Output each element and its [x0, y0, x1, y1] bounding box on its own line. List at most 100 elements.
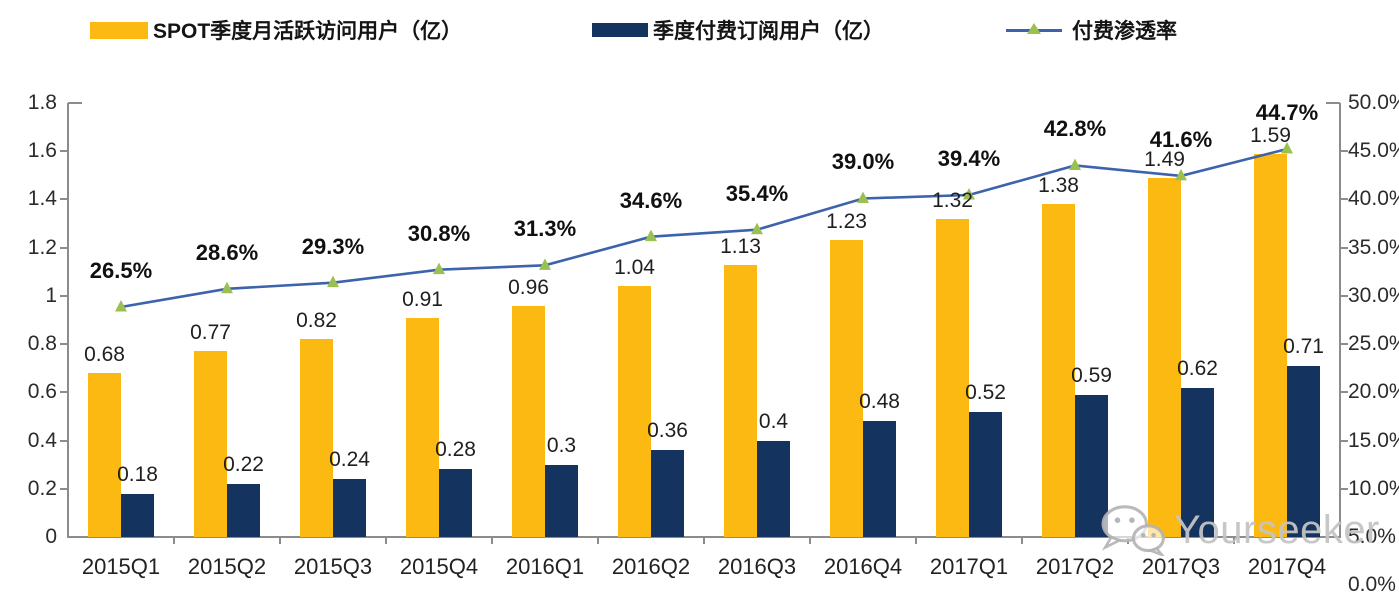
bar-subscribers-2016Q3	[757, 440, 790, 537]
penetration-line-path	[120, 147, 1288, 309]
bar-label-mau-2016Q1: 0.96	[508, 275, 549, 299]
y-tick-label-right: 30.0%	[1348, 283, 1399, 307]
penetration-label-2016Q4: 39.0%	[831, 149, 895, 175]
x-tick-label: 2017Q4	[1247, 554, 1327, 579]
bar-label-subscribers-2015Q3: 0.24	[329, 448, 370, 472]
x-axis-tick	[597, 537, 599, 544]
penetration-label-2015Q3: 29.3%	[301, 233, 365, 259]
x-axis-tick	[703, 537, 705, 544]
y-tick-label-left: 0.8	[27, 332, 57, 356]
y-axis-right-tick	[1341, 198, 1348, 201]
bar-label-mau-2015Q1: 0.68	[84, 343, 125, 367]
watermark-text: Yourseeker	[1174, 507, 1380, 552]
x-tick-label: 2017Q2	[1035, 554, 1115, 579]
bar-label-mau-2016Q4: 1.23	[826, 210, 867, 234]
penetration-marker-icon	[115, 299, 127, 312]
y-axis-left-tick	[60, 150, 67, 153]
bar-label-subscribers-2016Q3: 0.4	[758, 409, 789, 433]
x-tick-label: 2017Q1	[929, 554, 1009, 579]
penetration-marker-icon	[1069, 158, 1081, 170]
penetration-marker-icon	[645, 229, 657, 242]
legend-item-mau: SPOT季度月活跃访问用户（亿）	[90, 17, 462, 43]
y-axis-right-tick	[1341, 439, 1348, 442]
y-tick-label-right: 15.0%	[1348, 428, 1399, 452]
y-tick-label-left: 0.4	[27, 428, 57, 452]
y-axis-left-tick	[60, 439, 67, 442]
y-tick-label-left: 0	[45, 525, 57, 548]
penetration-marker-icon	[327, 275, 339, 288]
bar-label-mau-2016Q2: 1.04	[614, 256, 655, 280]
penetration-marker-icon	[433, 262, 445, 275]
y-axis-right-tick	[1341, 487, 1348, 490]
bar-mau-2016Q1	[512, 305, 545, 537]
bar-label-mau-2017Q1: 1.32	[932, 188, 973, 212]
bar-label-subscribers-2015Q1: 0.18	[117, 462, 158, 486]
penetration-label-2016Q2: 34.6%	[619, 187, 683, 213]
bar-mau-2015Q3	[300, 339, 333, 537]
bar-label-mau-2015Q3: 0.82	[296, 309, 337, 333]
bar-label-subscribers-2016Q2: 0.36	[647, 419, 688, 443]
legend-item-subscribers: 季度付费订阅用户（亿）	[592, 17, 884, 43]
penetration-label-2017Q3: 41.6%	[1149, 126, 1213, 152]
bar-mau-2015Q1	[88, 373, 121, 537]
y-tick-label-left: 1	[45, 283, 57, 307]
penetration-label-2016Q1: 31.3%	[513, 216, 577, 242]
penetration-marker-icon	[857, 191, 869, 203]
legend-label-penetration: 付费渗透率	[1072, 20, 1177, 43]
x-axis-tick	[385, 537, 387, 544]
bar-subscribers-2015Q2	[227, 483, 260, 537]
bar-subscribers-2017Q3	[1181, 387, 1214, 537]
bar-subscribers-2016Q1	[545, 464, 578, 537]
x-axis-tick	[915, 537, 917, 544]
bar-mau-2016Q4	[830, 240, 863, 537]
x-tick-label: 2016Q2	[611, 554, 691, 579]
penetration-label-2016Q3: 35.4%	[725, 180, 789, 206]
bar-mau-2016Q2	[618, 286, 651, 537]
bar-label-subscribers-2015Q2: 0.22	[223, 452, 264, 476]
bar-label-mau-2015Q2: 0.77	[190, 321, 231, 345]
x-tick-label: 2015Q3	[293, 554, 373, 579]
y-tick-label-left: 1.4	[27, 187, 57, 211]
bar-subscribers-2015Q1	[121, 493, 154, 537]
y-axis-left-tick	[60, 343, 67, 346]
y-tick-label-right: 10.0%	[1348, 476, 1399, 500]
y-axis-right-top-tick	[1326, 102, 1340, 104]
bar-mau-2015Q4	[406, 317, 439, 537]
bar-subscribers-2016Q2	[651, 450, 684, 537]
bar-subscribers-2015Q4	[439, 469, 472, 537]
x-axis-tick	[491, 537, 493, 544]
x-tick-label: 2017Q3	[1141, 554, 1221, 579]
penetration-label-2015Q4: 30.8%	[407, 220, 471, 246]
y-tick-label-right: 45.0%	[1348, 139, 1399, 163]
x-axis-tick	[173, 537, 175, 544]
y-tick-label-right: 20.0%	[1348, 380, 1399, 404]
bar-label-subscribers-2015Q4: 0.28	[435, 438, 476, 462]
y-axis-left	[67, 103, 69, 537]
y-axis-left-tick	[60, 391, 67, 394]
x-tick-label: 2016Q4	[823, 554, 903, 579]
y-tick-label-left: 0.2	[27, 476, 57, 500]
bar-label-mau-2016Q3: 1.13	[720, 234, 761, 258]
y-tick-label-right: 25.0%	[1348, 332, 1399, 356]
legend-triangle-marker-icon	[1027, 22, 1041, 34]
bar-label-subscribers-2017Q1: 0.52	[965, 380, 1006, 404]
y-tick-label-right: 5.0%	[1348, 525, 1396, 548]
penetration-label-2017Q1: 39.4%	[937, 146, 1001, 171]
x-tick-label: 2016Q1	[505, 554, 585, 579]
y-axis-left-tick	[60, 198, 67, 201]
bar-subscribers-2016Q4	[863, 421, 896, 537]
y-axis-right-tick	[1341, 391, 1348, 394]
penetration-marker-icon	[751, 222, 763, 235]
y-axis-right-tick	[1341, 294, 1348, 297]
x-tick-label: 2015Q4	[399, 554, 479, 579]
x-axis-tick	[279, 537, 281, 544]
bar-label-mau-2017Q4: 1.59	[1250, 123, 1291, 147]
x-tick-label: 2015Q2	[187, 554, 267, 579]
y-tick-label-left: 0.6	[27, 380, 57, 404]
bar-label-mau-2015Q4: 0.91	[402, 287, 443, 311]
y-axis-right-tick	[1341, 150, 1348, 153]
wechat-icon	[1101, 505, 1165, 556]
legend-swatch-mau	[90, 21, 148, 39]
watermark: Yourseeker	[1100, 504, 1380, 556]
